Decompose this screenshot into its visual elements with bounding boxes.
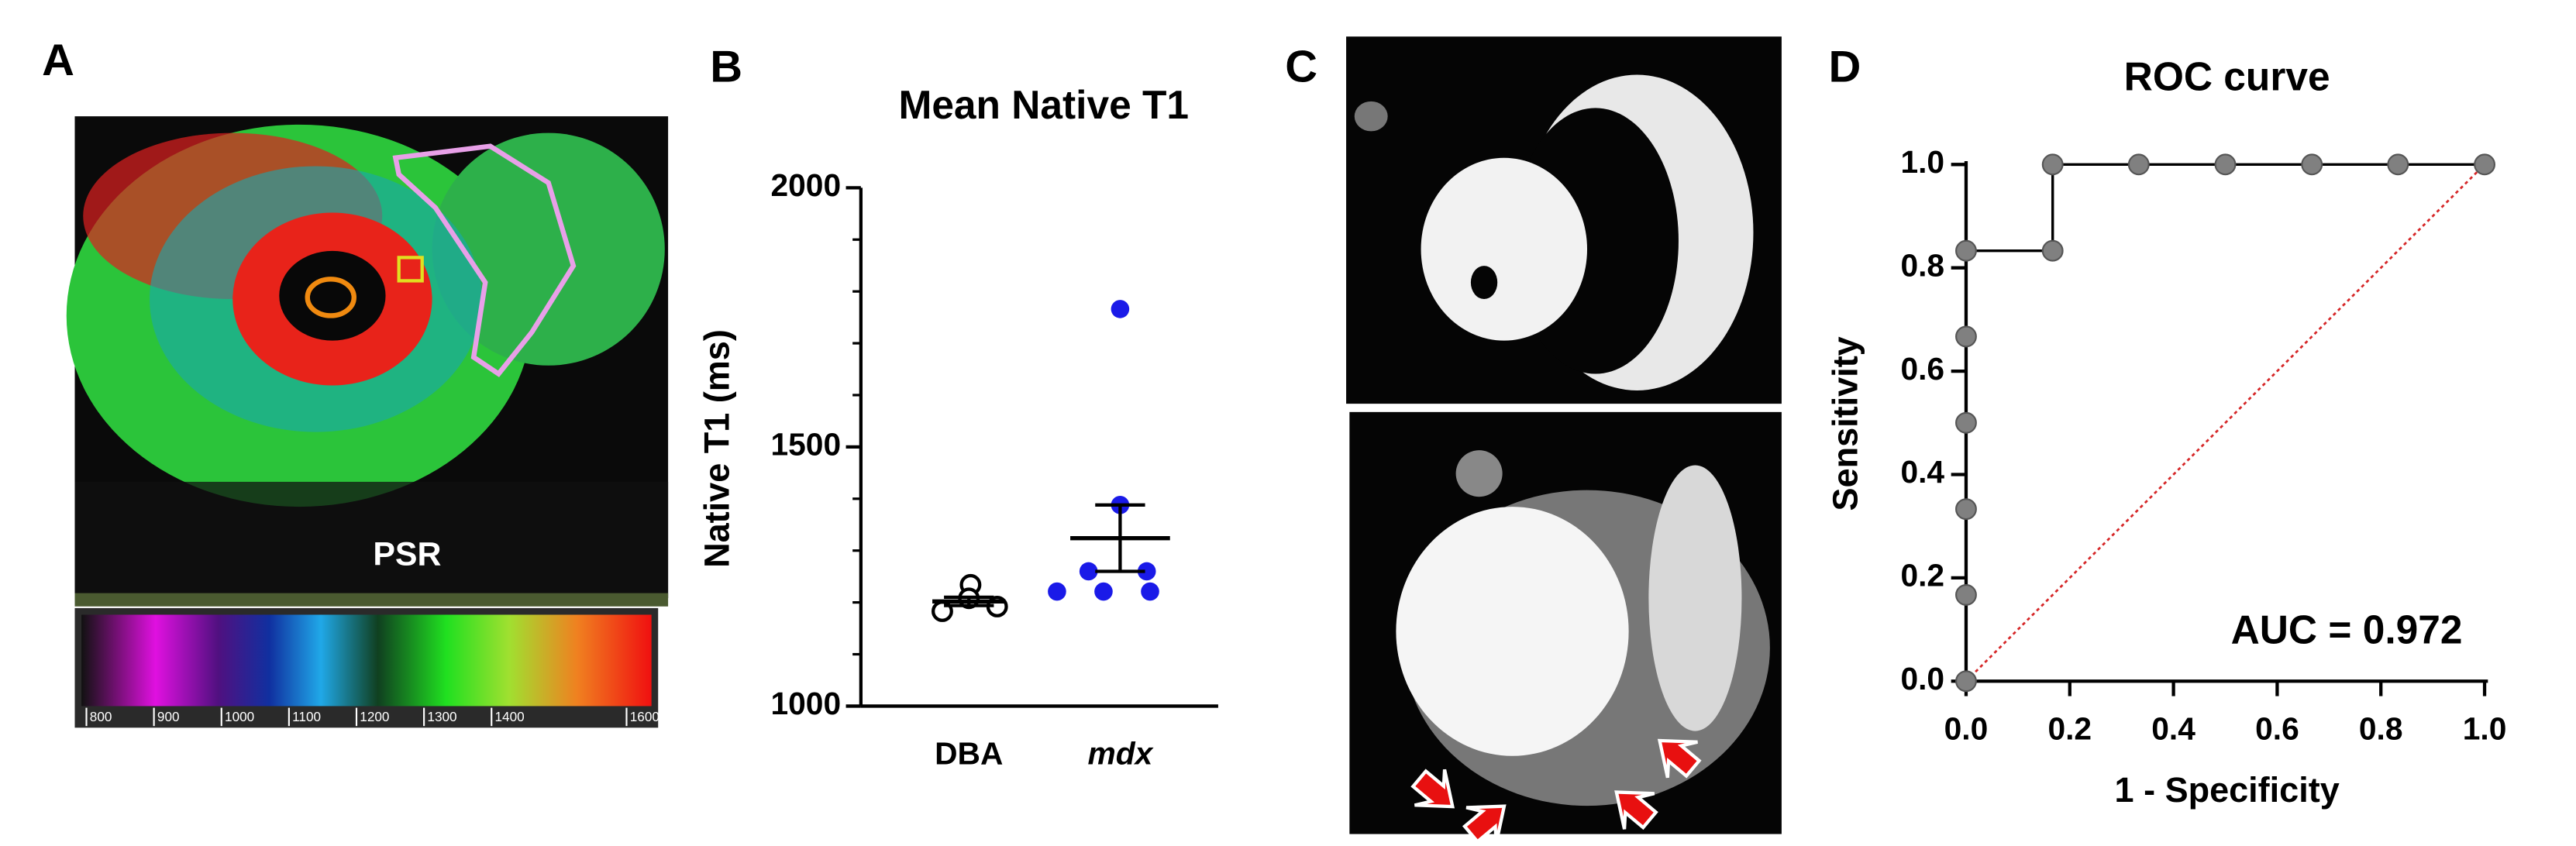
y-tick-label: 1.0 [1900, 144, 1944, 180]
reference-line [1965, 163, 2486, 683]
data-point [1111, 300, 1130, 318]
panel-label: C [1285, 42, 1317, 91]
data-point [2301, 153, 2323, 176]
panel-label: B [710, 42, 742, 91]
chart-title: Mean Native T1 [898, 82, 1189, 127]
data-point [1048, 582, 1066, 601]
y-axis-label: Sensitivity [1826, 336, 1865, 511]
x-axis-label: 1 - Specificity [2115, 770, 2340, 810]
mri-images [1346, 36, 1782, 844]
data-point [1955, 583, 1977, 606]
data-point [1955, 670, 1977, 693]
x-tick-label: mdx [1088, 736, 1155, 772]
y-tick-label: 0.6 [1900, 351, 1944, 387]
y-tick-label: 1500 [771, 427, 842, 463]
x-tick-label: 0.0 [1944, 710, 1989, 746]
y-axis-label: Native T1 (ms) [697, 329, 736, 568]
y-tick-label: 0.4 [1900, 454, 1944, 490]
x-tick-label: 0.8 [2359, 710, 2403, 746]
chart-title: ROC curve [2124, 54, 2330, 99]
data-point [2214, 153, 2237, 176]
x-tick-label: DBA [935, 736, 1003, 772]
colorbar-tick-label: 1200 [360, 709, 389, 724]
colorbar-tick-label: 900 [157, 709, 180, 724]
data-point [1955, 239, 1977, 262]
panel-label: D [1829, 42, 1861, 91]
annotation: AUC = 0.972 [2231, 607, 2463, 652]
y-tick-label: 0.0 [1900, 661, 1944, 696]
data-point [1094, 582, 1113, 601]
x-tick-label: 0.4 [2151, 710, 2195, 746]
panel-label: A [42, 36, 74, 85]
x-tick-label: 0.2 [2047, 710, 2092, 746]
x-tick-label: 0.6 [2255, 710, 2299, 746]
colorbar-tick-label: 1300 [427, 709, 456, 724]
data-point [2041, 153, 2064, 176]
data-point [1955, 325, 1977, 348]
data-point [2127, 153, 2150, 176]
data-point [1955, 498, 1977, 521]
y-tick-label: 2000 [771, 167, 842, 203]
y-tick-label: 0.2 [1900, 558, 1944, 593]
y-tick-label: 0.8 [1900, 247, 1944, 283]
colorbar-tick-label: 1100 [292, 709, 321, 724]
data-point [1141, 582, 1159, 601]
colorbar-tick-label: 1000 [225, 709, 254, 724]
data-point [2387, 153, 2409, 176]
data-point [1955, 411, 1977, 434]
colorbar: 800 900 1000 1100 1200 1300 1400 1600 [74, 607, 659, 728]
data-point [1137, 562, 1156, 581]
data-point [1079, 562, 1098, 581]
colorbar-tick-label: 1400 [495, 709, 525, 724]
data-point [2041, 239, 2064, 262]
data-point [2474, 153, 2495, 176]
t1-map-image: PSR [66, 116, 669, 607]
colorbar-tick-label: 800 [90, 709, 112, 724]
colorbar-tick-label: 1600 [630, 709, 659, 724]
image-label: PSR [373, 536, 441, 573]
y-tick-label: 1000 [771, 686, 842, 721]
x-tick-label: 1.0 [2463, 710, 2507, 746]
